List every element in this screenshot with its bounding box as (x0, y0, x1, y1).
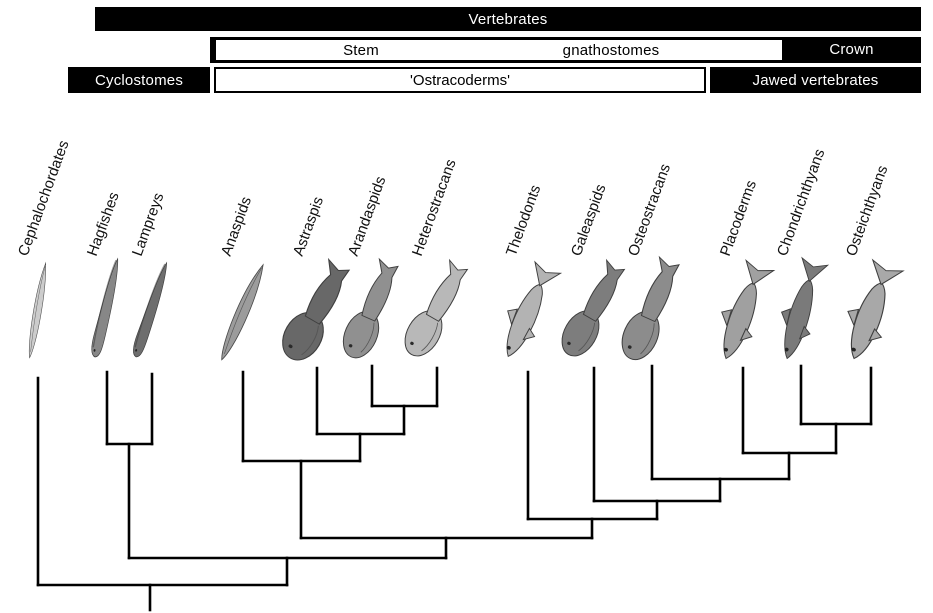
taxon-label-chondrichthyans: Chondrichthyans (773, 146, 829, 259)
fish-svg-arandaspids (342, 257, 399, 359)
fish-illustration-osteostracans (610, 250, 694, 369)
fish-illustration-lampreys (123, 256, 180, 365)
fish-svg-osteichthyans (847, 258, 905, 360)
fish-svg-osteostracans (621, 255, 680, 361)
bar-cyclostomes: Cyclostomes (68, 67, 210, 93)
fish-illustration-cephalochordates (18, 258, 57, 362)
bar-vertebrates: Vertebrates (95, 7, 921, 31)
taxon-label-osteostracans: Osteostracans (624, 161, 675, 259)
fish-svg-astraspis (282, 257, 351, 361)
stem-label: Stem (343, 42, 379, 59)
fish-illustration-astraspis (269, 252, 365, 372)
fish-svg-hagfishes (91, 257, 119, 358)
vertebrates-label: Vertebrates (468, 10, 548, 28)
fish-illustration-chondrichthyans (767, 251, 834, 369)
ostracoderms-label: 'Ostracoderms' (410, 71, 510, 89)
bar-gnathostomes: Stem gnathostomes Crown (210, 37, 921, 63)
stem-gnathostomes-box: Stem gnathostomes (216, 40, 782, 60)
fish-illustration-thelodonts (488, 255, 568, 370)
taxon-label-thelodonts: Thelodonts (502, 182, 545, 259)
fish-svg-thelodonts (506, 260, 563, 358)
taxon-label-placoderms: Placoderms (716, 178, 761, 259)
fish-svg-lampreys (133, 261, 168, 358)
fish-illustration-osteichthyans (831, 252, 912, 371)
bar-ostracoderms: 'Ostracoderms' (214, 67, 706, 93)
taxon-label-osteichthyans: Osteichthyans (842, 163, 892, 259)
fish-illustration-arandaspids (332, 253, 412, 368)
crown-label: Crown (829, 41, 874, 58)
taxon-label-anaspids: Anaspids (217, 194, 256, 259)
fish-svg-cephalochordates (28, 261, 47, 359)
taxon-label-galeaspids: Galeaspids (567, 182, 610, 259)
taxon-label-lampreys: Lampreys (128, 190, 168, 259)
fish-illustration-anaspids (205, 255, 281, 369)
taxon-label-astraspis: Astraspis (289, 194, 328, 259)
fish-svg-heterostracans (404, 258, 469, 357)
fish-svg-anaspids (221, 263, 264, 361)
cyclostomes-label: Cyclostomes (94, 71, 184, 89)
fish-illustration-galeaspids (550, 253, 639, 367)
bar-jawed-vertebrates: Jawed vertebrates (710, 67, 921, 93)
taxon-label-hagfishes: Hagfishes (83, 189, 123, 259)
fish-illustration-placoderms (704, 253, 781, 371)
taxon-label-heterostracans: Heterostracans (408, 156, 460, 259)
gnathostomes-label: gnathostomes (562, 42, 660, 59)
jawed-vertebrates-label: Jawed vertebrates (752, 71, 879, 89)
fish-svg-placoderms (721, 259, 776, 360)
fish-illustration-hagfishes (82, 252, 132, 363)
fish-svg-chondrichthyans (780, 256, 830, 360)
fish-svg-galeaspids (561, 258, 626, 357)
taxon-label-cephalochordates: Cephalochordates (14, 138, 73, 259)
taxon-label-arandaspids: Arandaspids (344, 174, 390, 259)
fish-illustration-heterostracans (393, 253, 482, 367)
